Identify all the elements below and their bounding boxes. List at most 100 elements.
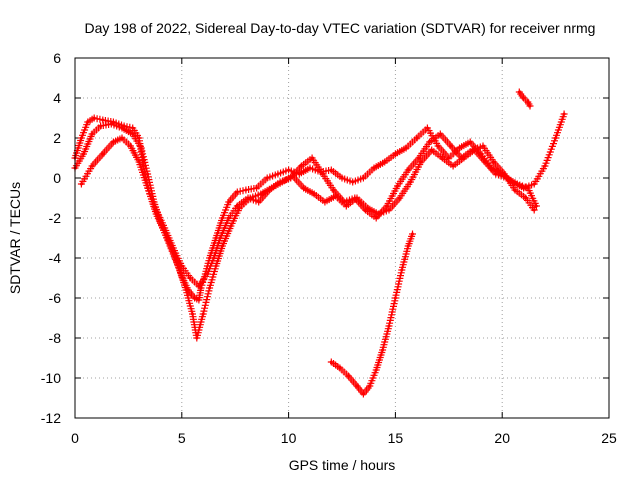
data-point [163, 226, 167, 230]
data-point [259, 192, 263, 196]
y-tick-label: -12 [41, 410, 61, 426]
x-tick-label: 25 [601, 430, 617, 446]
x-tick-label: 5 [178, 430, 186, 446]
data-point [235, 204, 239, 208]
data-point [522, 96, 526, 100]
data-point [79, 136, 83, 140]
data-point [137, 160, 141, 164]
data-point [302, 186, 306, 190]
data-point [562, 112, 566, 116]
data-point [383, 160, 387, 164]
data-point [220, 244, 224, 248]
data-point [393, 152, 397, 156]
data-point [366, 206, 370, 210]
data-point [368, 384, 372, 388]
data-point [235, 190, 239, 194]
data-point [408, 180, 412, 184]
series-track-a [71, 110, 568, 304]
data-point [131, 126, 135, 130]
data-point [195, 336, 199, 340]
data-point [528, 104, 532, 108]
data-point [532, 182, 536, 186]
data-point [481, 144, 485, 148]
data-point [205, 272, 209, 276]
data-point [385, 204, 389, 208]
x-tick-label: 10 [281, 430, 297, 446]
data-point [297, 172, 301, 176]
data-point [460, 156, 464, 160]
data-point [381, 348, 385, 352]
data-point [372, 166, 376, 170]
data-point [492, 160, 496, 164]
x-tick-label: 15 [388, 430, 404, 446]
data-point [139, 146, 143, 150]
data-point [299, 164, 303, 168]
data-point [323, 200, 327, 204]
data-point [131, 132, 135, 136]
data-point [543, 164, 547, 168]
data-point [329, 360, 333, 364]
data-point [342, 200, 346, 204]
data-point [111, 140, 115, 144]
data-point [92, 116, 96, 120]
x-axis-title: GPS time / hours [289, 457, 396, 473]
data-point [406, 168, 410, 172]
data-point [387, 208, 391, 212]
data-point [101, 152, 105, 156]
data-point [265, 176, 269, 180]
data-point [229, 224, 233, 228]
series-markers [71, 110, 568, 304]
data-point [154, 208, 158, 212]
data-point [129, 144, 132, 148]
data-point [396, 184, 399, 188]
x-tick-label: 0 [71, 430, 79, 446]
data-point [470, 148, 474, 152]
data-point [310, 156, 314, 160]
data-point [361, 392, 365, 396]
data-point [415, 136, 419, 140]
data-point [287, 168, 291, 172]
data-point [90, 164, 94, 168]
data-point [483, 160, 487, 164]
data-point [374, 368, 378, 372]
data-point [364, 208, 367, 212]
y-tick-label: 4 [53, 90, 61, 106]
y-tick-label: -4 [49, 250, 62, 266]
data-point [184, 288, 188, 292]
data-point [257, 200, 261, 204]
data-point [353, 196, 357, 200]
data-point [406, 244, 410, 248]
data-point [440, 156, 444, 160]
data-point [267, 188, 271, 192]
data-point [227, 200, 231, 204]
data-point [430, 148, 434, 152]
data-point [404, 146, 408, 150]
data-point [227, 216, 231, 220]
data-point [534, 204, 538, 208]
data-point [101, 118, 105, 122]
chart-title: Day 198 of 2022, Sidereal Day-to-day VTE… [85, 20, 596, 36]
series-markers [327, 230, 416, 398]
data-point [193, 296, 197, 300]
data-point [419, 160, 423, 164]
data-point [201, 312, 205, 316]
grid-layer [75, 58, 609, 418]
data-point [171, 246, 175, 250]
data-point [517, 90, 521, 94]
x-tick-label: 20 [494, 430, 510, 446]
data-point [411, 232, 414, 236]
data-point [526, 100, 530, 104]
data-point [188, 276, 192, 280]
data-point [351, 180, 355, 184]
data-point [355, 384, 359, 388]
data-point [191, 312, 194, 316]
y-tick-label: -2 [49, 210, 62, 226]
data-point [417, 156, 421, 160]
data-point [502, 172, 506, 176]
data-point [255, 186, 259, 190]
data-point [451, 164, 455, 168]
series-track-d [327, 230, 416, 398]
data-point [109, 122, 113, 126]
data-point [178, 268, 182, 272]
